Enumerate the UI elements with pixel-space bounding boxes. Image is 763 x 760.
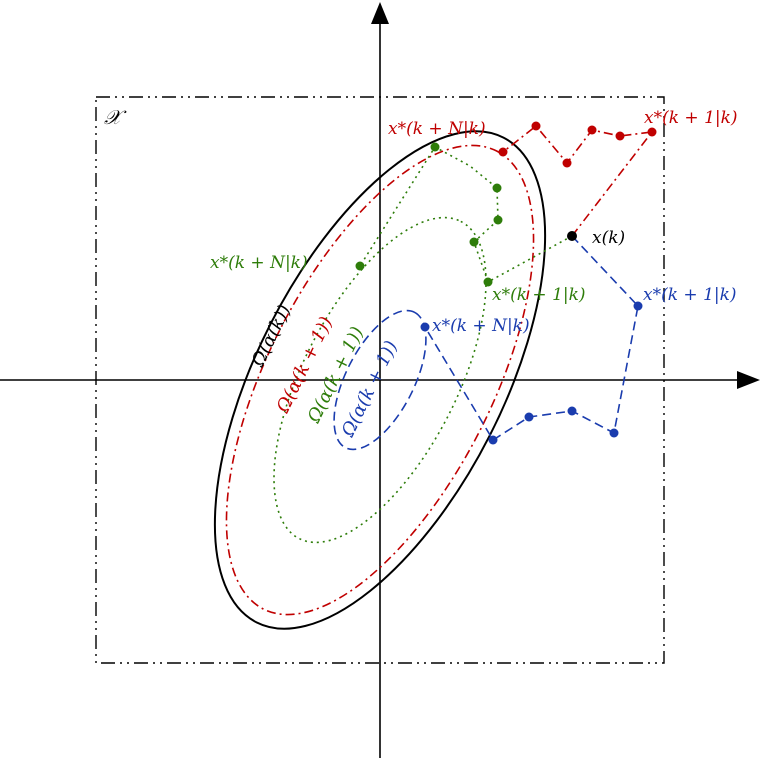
green-point — [493, 215, 503, 225]
green-point — [492, 183, 502, 193]
blue-point — [567, 406, 577, 416]
red-point — [498, 147, 508, 157]
blue-terminal-label: x*(k + N|k) — [432, 316, 530, 336]
green-terminal-label: x*(k + N|k) — [210, 253, 308, 273]
current-state-label: x(k) — [592, 228, 625, 248]
omega-black-label: Ω(α(k)) — [247, 302, 295, 371]
blue-first-label: x*(k + 1|k) — [643, 285, 737, 305]
red-point — [647, 127, 657, 137]
red-first-label: x*(k + 1|k) — [644, 108, 738, 128]
green-point — [483, 277, 493, 287]
blue-point — [633, 301, 643, 311]
omega-red-ellipse — [225, 144, 535, 616]
blue-point — [420, 322, 430, 332]
red-trajectory — [502, 124, 654, 237]
blue-point — [488, 435, 498, 445]
state-set-label: 𝒳 — [104, 105, 127, 129]
red-terminal-label: x*(k + N|k) — [388, 119, 486, 139]
omega-green-ellipse — [273, 216, 487, 544]
green-trajectory — [359, 145, 573, 284]
red-point — [615, 131, 625, 141]
state-constraint-set — [95, 96, 665, 664]
green-point — [430, 142, 440, 152]
red-point — [587, 125, 597, 135]
omega-blue-ellipse — [333, 309, 427, 451]
current-state-point — [567, 231, 577, 241]
y-axis-arrow-icon — [371, 2, 389, 24]
blue-point — [524, 412, 534, 422]
green-point — [469, 237, 479, 247]
red-trajectory-points — [498, 121, 657, 168]
green-point — [355, 261, 365, 271]
blue-point — [609, 428, 619, 438]
x-axis-arrow-icon — [737, 371, 760, 389]
blue-trajectory-points — [420, 301, 643, 445]
red-point — [562, 158, 572, 168]
red-point — [531, 121, 541, 131]
green-trajectory-points — [355, 142, 503, 287]
green-first-label: x*(k + 1|k) — [492, 285, 586, 305]
